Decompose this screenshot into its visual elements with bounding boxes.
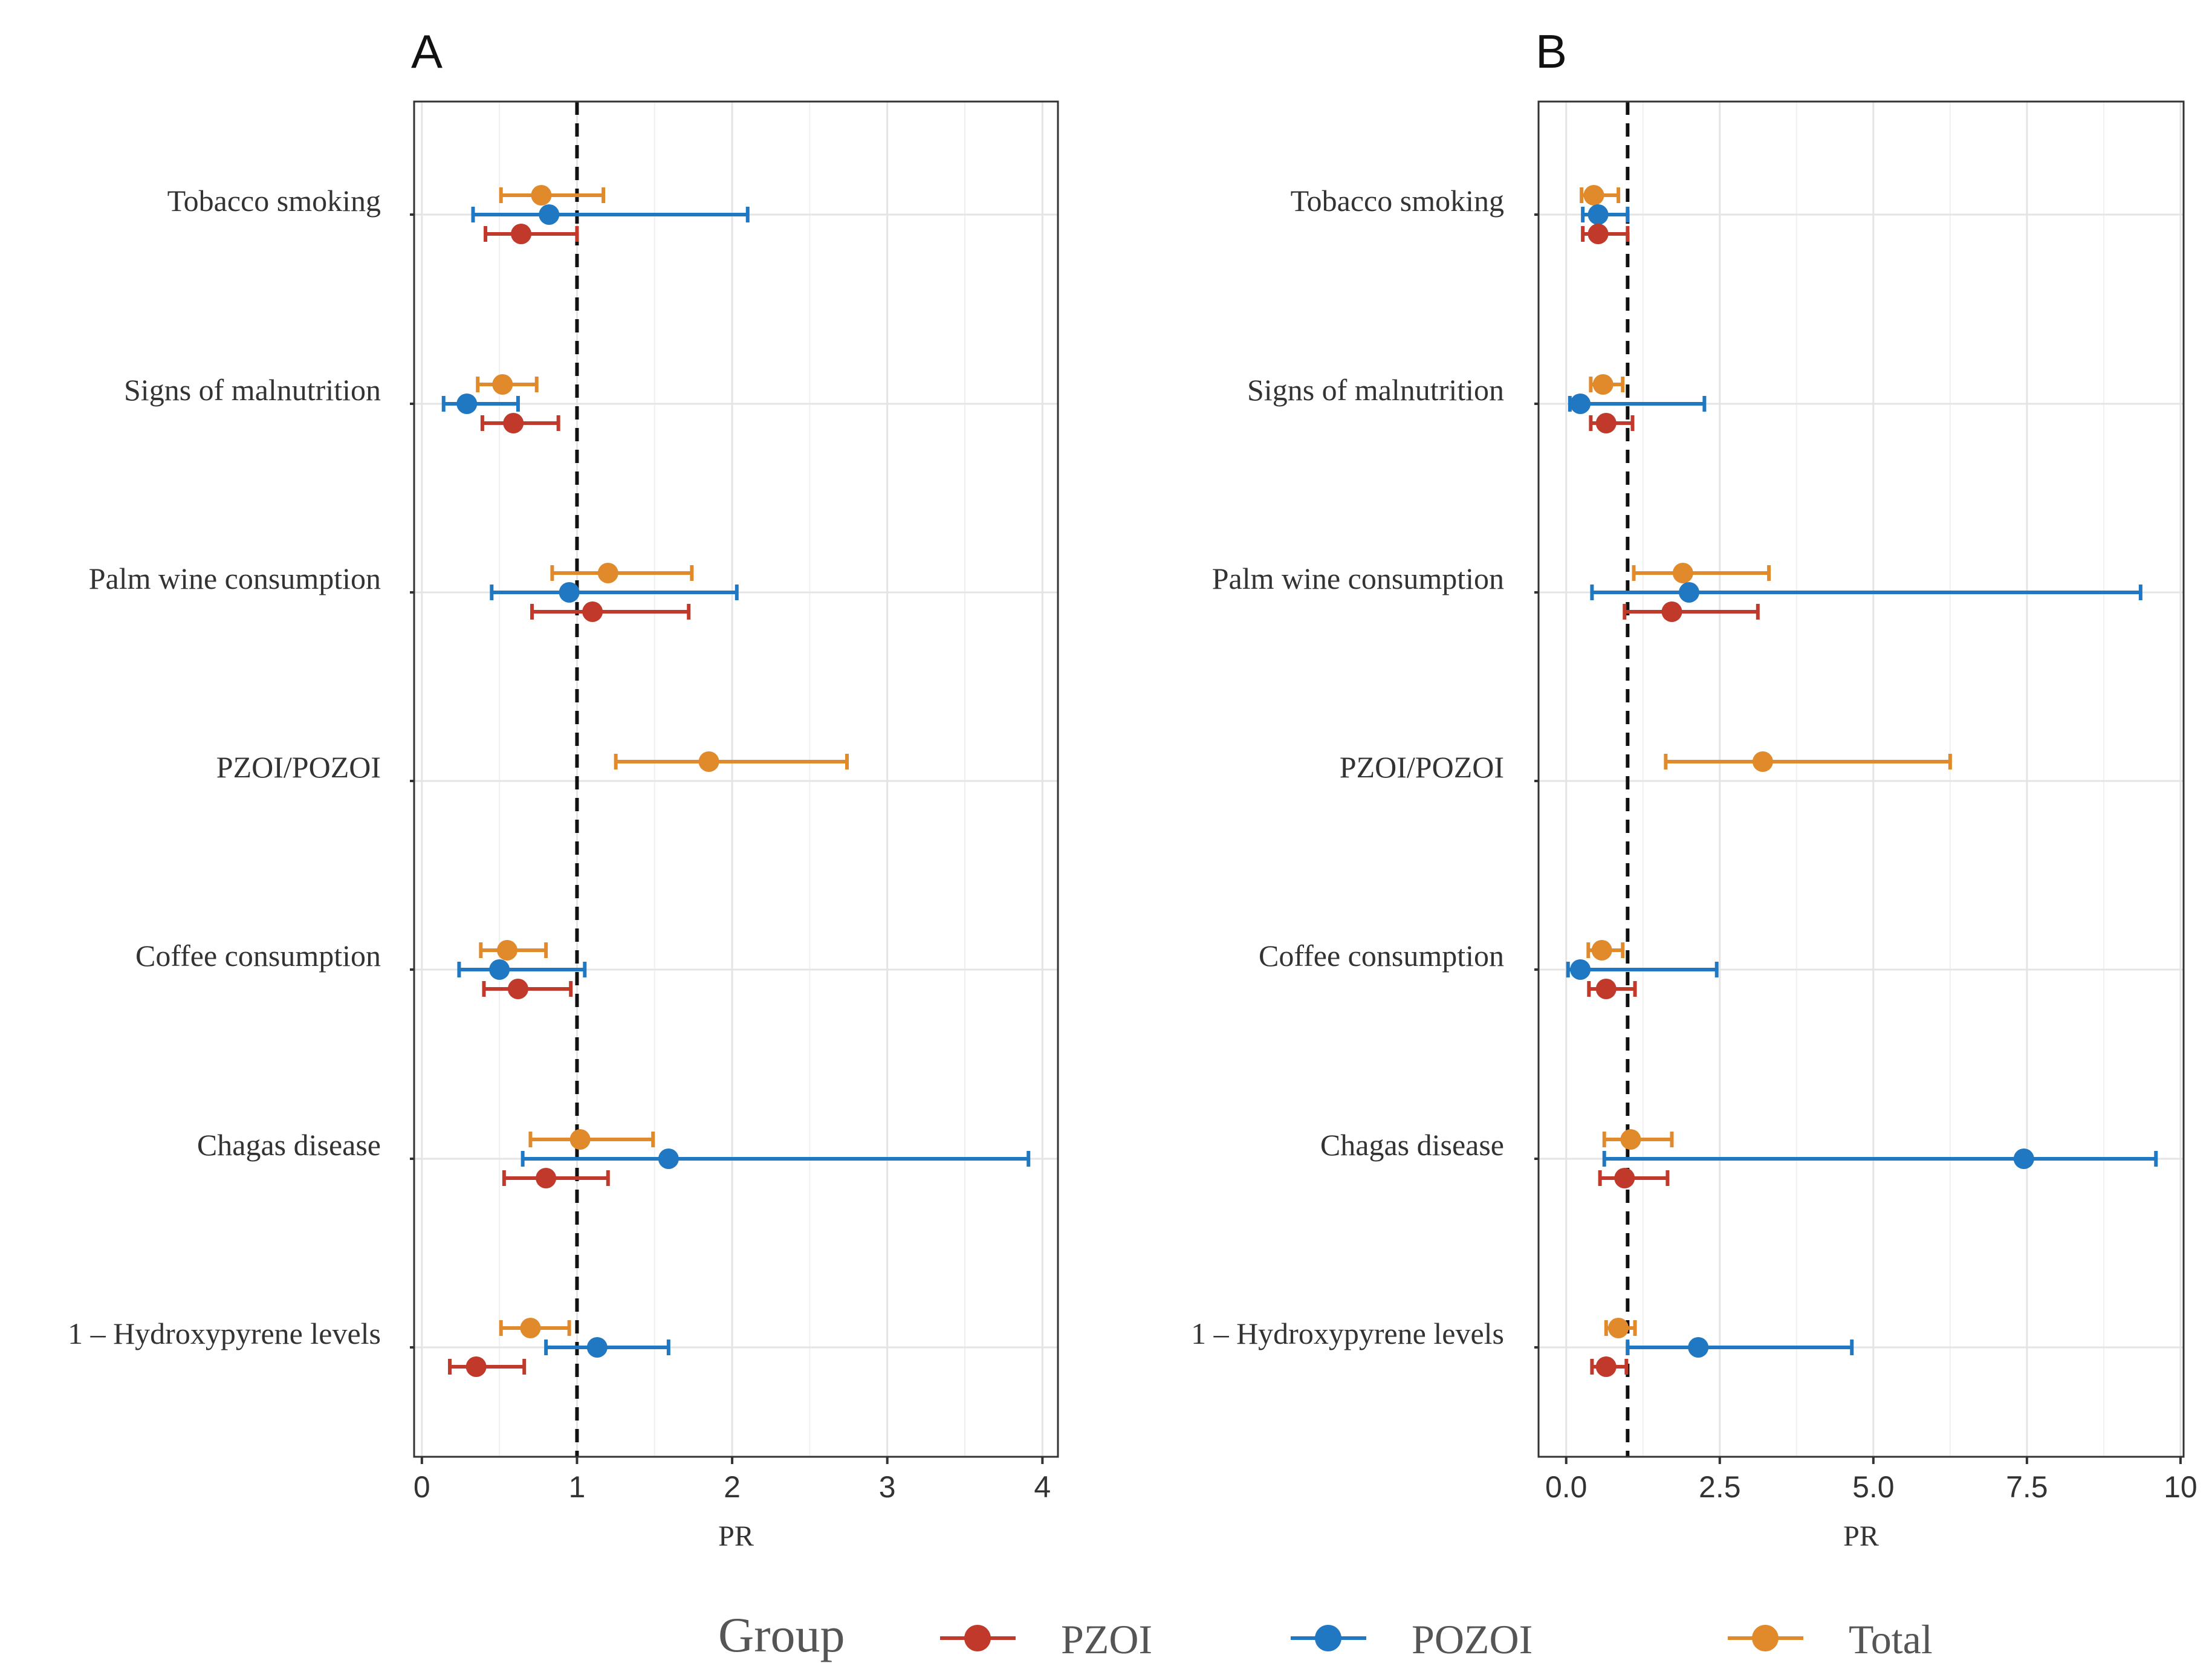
legend-label: PZOI [1061,1616,1152,1662]
point-total-palm-wine-consumption [597,563,618,583]
x-tick-label: 3 [879,1470,896,1504]
category-label: Chagas disease [197,1128,381,1162]
panel-border [413,100,1059,1458]
point-pozoi-signs-of-malnutrition [456,394,478,414]
panel-label: A [411,25,443,78]
x-tick-label: 4 [1034,1470,1051,1504]
series-total [1580,185,1952,1338]
point-pozoi-palm-wine-consumption [559,582,580,603]
point-total-coffee-consumption [1591,940,1612,961]
legend-key-point [1752,1625,1779,1651]
point-total-signs-of-malnutrition [492,374,513,395]
point-total-tobacco-smoking [531,185,552,206]
point-total-tobacco-smoking [1583,185,1604,206]
category-label: Palm wine consumption [89,562,381,595]
point-pzoi-tobacco-smoking [511,224,532,244]
category-label: Coffee consumption [135,939,381,973]
legend-key-point [1315,1625,1341,1651]
point-pzoi-1-hydroxypyrene-levels [465,1356,487,1377]
category-label: PZOI/POZOI [1340,750,1504,784]
point-pozoi-coffee-consumption [1570,959,1591,980]
legend-item-pozoi: POZOI [1291,1616,1533,1662]
x-axis-title: PR [1843,1520,1879,1552]
point-pozoi-signs-of-malnutrition [1570,394,1591,414]
category-label: Signs of malnutrition [124,373,381,407]
point-total-pzoi-pozoi [698,751,719,772]
point-pozoi-coffee-consumption [489,959,510,980]
point-total-1-hydroxypyrene-levels [1608,1318,1629,1338]
panel-label: B [1536,25,1567,78]
series-pzoi [448,224,691,1377]
panel-a: Tobacco smoking Signs of malnutrition Palm… [68,25,1059,1552]
panel-b: Tobacco smoking Signs of malnutrition Palm… [1191,25,2197,1552]
category-label: PZOI/POZOI [216,750,381,784]
legend-label: POZOI [1412,1616,1533,1662]
x-tick-label: 2 [724,1470,741,1504]
point-pzoi-palm-wine-consumption [1661,601,1682,622]
point-pzoi-coffee-consumption [507,979,528,999]
point-pzoi-tobacco-smoking [1588,224,1609,244]
x-tick-label: 10 [2164,1470,2197,1504]
x-tick-label: 1 [569,1470,586,1504]
point-pozoi-tobacco-smoking [539,204,560,225]
point-pzoi-coffee-consumption [1595,979,1617,999]
category-label: Tobacco smoking [167,184,381,218]
x-tick-label: 7.5 [2006,1470,2048,1504]
point-total-chagas-disease [1620,1129,1641,1150]
x-axis-title: PR [718,1520,754,1552]
category-label: Palm wine consumption [1212,562,1504,595]
point-pozoi-chagas-disease [2013,1149,2034,1169]
point-pozoi-chagas-disease [658,1149,679,1169]
point-pzoi-1-hydroxypyrene-levels [1595,1356,1617,1377]
category-label: Chagas disease [1320,1128,1504,1162]
series-pozoi [441,204,1031,1358]
legend-item-pzoi: PZOI [940,1616,1152,1662]
point-pzoi-palm-wine-consumption [582,601,603,622]
legend-item-total: Total [1728,1616,1933,1662]
point-total-pzoi-pozoi [1752,751,1773,772]
point-total-signs-of-malnutrition [1592,374,1614,395]
point-pzoi-signs-of-malnutrition [1595,413,1617,433]
legend-label: Total [1849,1616,1933,1662]
point-total-1-hydroxypyrene-levels [520,1318,541,1338]
legend: Group PZOI POZOI Total [718,1607,1933,1662]
x-tick-label: 0.0 [1545,1470,1588,1504]
point-total-coffee-consumption [496,940,517,961]
series-pozoi [1566,204,2158,1358]
point-total-chagas-disease [569,1129,591,1150]
category-label: Coffee consumption [1259,939,1504,973]
panel-border [1537,100,2185,1458]
panels: Tobacco smoking Signs of malnutrition Palm… [68,25,2197,1552]
legend-key-point [964,1625,991,1651]
point-pozoi-1-hydroxypyrene-levels [586,1337,608,1358]
category-label: Tobacco smoking [1291,184,1504,218]
point-pzoi-signs-of-malnutrition [503,413,524,433]
x-tick-label: 0 [414,1470,430,1504]
point-pzoi-chagas-disease [1614,1168,1635,1188]
category-label: 1 – Hydroxypyrene levels [1191,1317,1504,1350]
category-label: 1 – Hydroxypyrene levels [68,1317,381,1350]
series-pzoi [1581,224,1760,1377]
category-label: Signs of malnutrition [1247,373,1504,407]
point-pzoi-chagas-disease [536,1168,557,1188]
x-tick-label: 2.5 [1699,1470,1741,1504]
x-tick-label: 5.0 [1852,1470,1895,1504]
point-pozoi-1-hydroxypyrene-levels [1688,1337,1709,1358]
series-total [476,185,849,1338]
point-pozoi-palm-wine-consumption [1678,582,1699,603]
point-pozoi-tobacco-smoking [1588,204,1609,225]
legend-title: Group [718,1607,845,1662]
point-total-palm-wine-consumption [1672,563,1693,583]
